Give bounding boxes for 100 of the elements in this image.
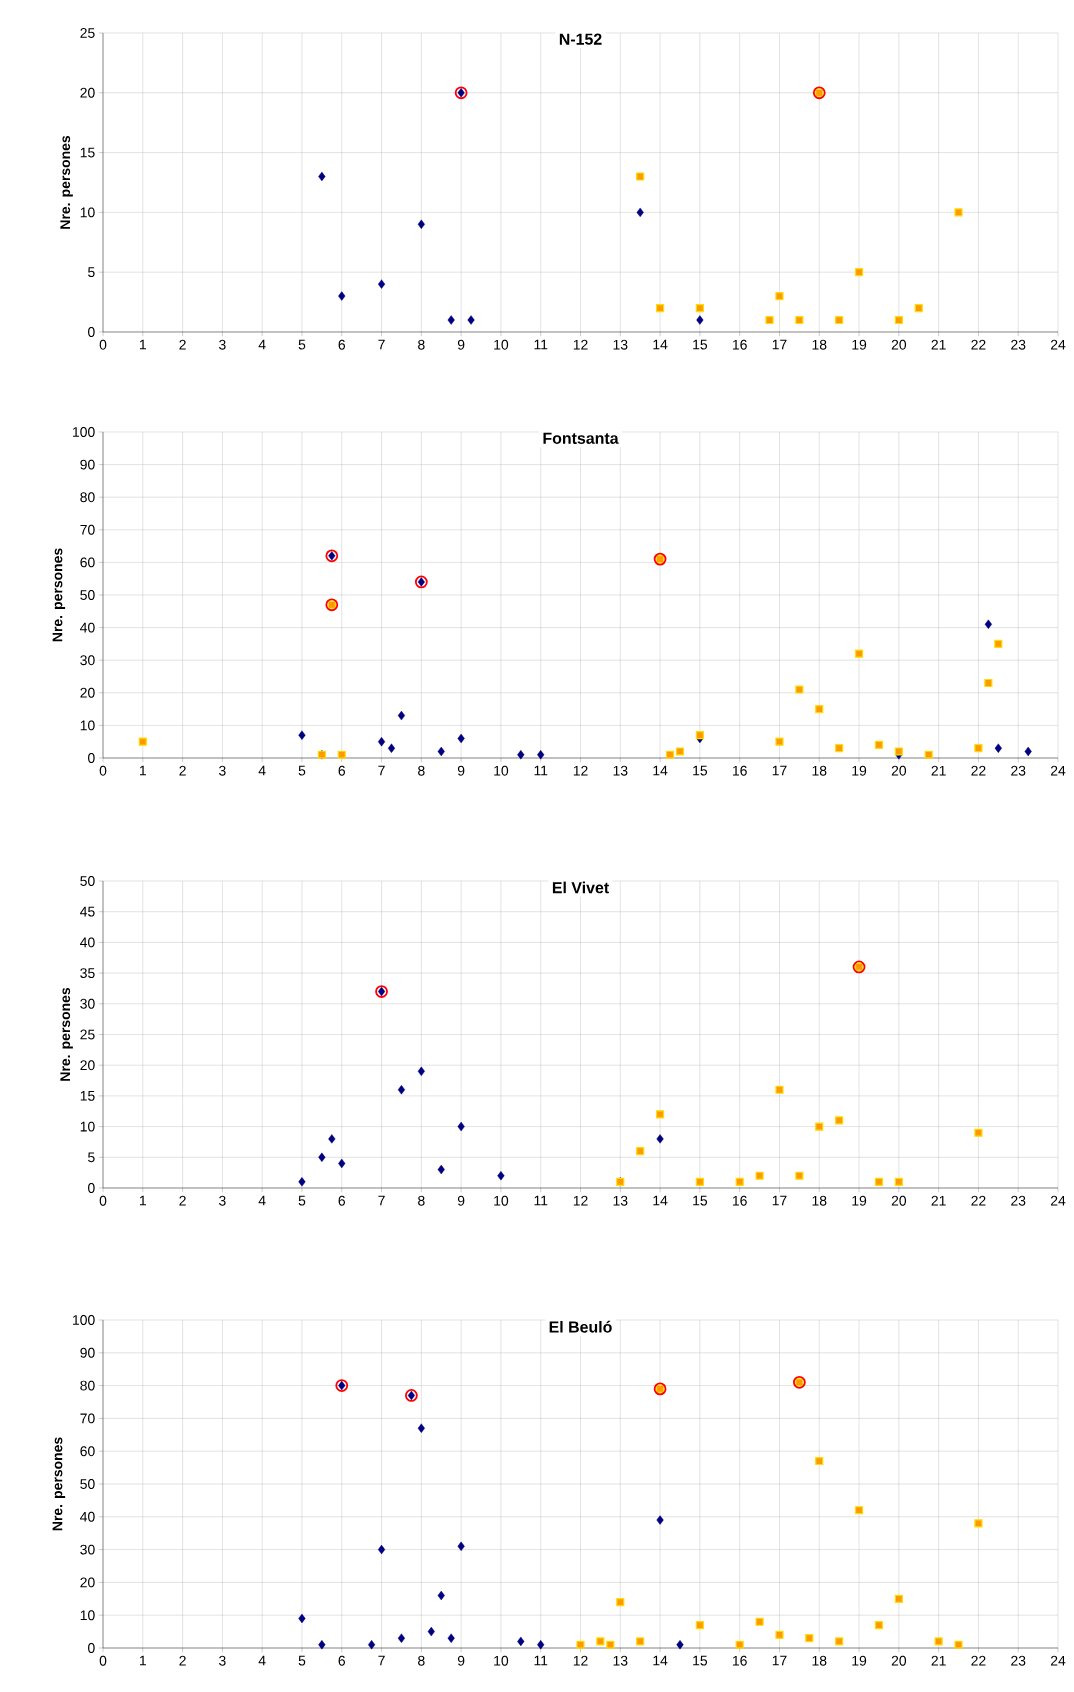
y-tick-label: 30 (80, 655, 95, 666)
x-tick-label: 15 (693, 1655, 708, 1666)
x-tick-label: 13 (613, 339, 628, 350)
x-tick-label: 0 (99, 1195, 107, 1206)
point (397, 1633, 405, 1643)
point (656, 1515, 664, 1525)
x-tick-label: 17 (772, 339, 787, 350)
x-tick-label: 18 (812, 1655, 827, 1666)
point (696, 315, 704, 325)
x-tick-label: 10 (494, 339, 509, 350)
x-tick-label: 1 (139, 1655, 146, 1666)
point (854, 649, 864, 658)
x-tick-label: 19 (852, 1655, 867, 1666)
point (695, 1620, 704, 1630)
point (437, 1590, 445, 1601)
y-tick-label: 25 (80, 1029, 95, 1040)
x-tick-label: 21 (931, 339, 946, 350)
y-axis-title: Nre. persones (60, 987, 73, 1081)
y-axis-title: Nre. persones (60, 135, 73, 229)
x-tick-label: 8 (418, 1195, 425, 1206)
x-tick-label: 0 (99, 765, 107, 776)
point (735, 1640, 744, 1649)
x-tick-label: 15 (693, 765, 708, 776)
point (497, 1171, 505, 1181)
point (447, 315, 455, 325)
point (537, 1640, 545, 1650)
point (616, 1597, 625, 1607)
point (636, 172, 645, 181)
x-tick-label: 17 (772, 1195, 787, 1206)
x-tick-label: 24 (1050, 1195, 1066, 1206)
y-tick-label: 15 (80, 147, 95, 158)
y-tick-label: 10 (80, 1121, 95, 1132)
x-tick-label: 0 (99, 339, 107, 350)
x-tick-label: 20 (891, 1195, 907, 1206)
x-tick-label: 6 (338, 1655, 346, 1666)
x-tick-label: 24 (1050, 765, 1066, 776)
x-tick-label: 19 (852, 1195, 867, 1206)
x-tick-label: 3 (219, 339, 226, 350)
point (576, 1640, 585, 1649)
x-tick-label: 2 (179, 1195, 186, 1206)
x-tick-label: 11 (534, 1195, 548, 1206)
point (695, 1177, 704, 1186)
point (138, 737, 147, 746)
x-tick-label: 3 (219, 1655, 226, 1666)
point (397, 1085, 405, 1095)
point (328, 1134, 336, 1144)
x-tick-label: 18 (812, 1195, 827, 1206)
x-tick-label: 20 (891, 1655, 907, 1666)
x-tick-label: 9 (457, 765, 465, 776)
y-tick-label: 60 (80, 1446, 95, 1457)
x-tick-label: 19 (852, 765, 867, 776)
point (457, 733, 465, 744)
x-tick-label: 4 (258, 1655, 266, 1666)
point (517, 1636, 525, 1647)
y-tick-label: 0 (88, 1643, 95, 1653)
point (835, 1637, 844, 1646)
point (795, 685, 804, 694)
y-tick-label: 40 (80, 622, 95, 633)
x-tick-label: 10 (494, 1195, 509, 1206)
x-tick-label: 17 (772, 765, 787, 776)
point (775, 737, 784, 746)
x-tick-label: 5 (298, 339, 306, 350)
x-tick-label: 6 (338, 339, 346, 350)
x-tick-label: 9 (457, 1195, 465, 1206)
x-tick-label: 21 (931, 1655, 946, 1666)
x-tick-label: 2 (179, 1655, 186, 1666)
point (377, 279, 386, 289)
x-tick-label: 22 (971, 339, 986, 350)
point (934, 1637, 943, 1646)
y-tick-label: 60 (80, 557, 95, 568)
x-tick-label: 21 (931, 1195, 946, 1206)
x-tick-label: 13 (613, 765, 628, 776)
x-tick-label: 23 (1011, 1195, 1026, 1206)
point (735, 1177, 744, 1186)
x-tick-label: 14 (653, 1655, 668, 1666)
x-tick-label: 13 (613, 1655, 628, 1666)
y-tick-label: 0 (88, 753, 95, 763)
chart-title: El Beuló (549, 1320, 612, 1333)
x-tick-label: 8 (418, 765, 425, 776)
x-tick-label: 16 (732, 1655, 747, 1666)
x-tick-label: 1 (139, 1195, 146, 1206)
point (755, 1171, 764, 1180)
point (417, 1423, 425, 1433)
point (974, 744, 983, 753)
x-tick-label: 18 (812, 765, 827, 776)
point (338, 1158, 346, 1169)
x-tick-label: 12 (573, 339, 588, 350)
point (795, 1171, 804, 1180)
y-tick-label: 30 (80, 1544, 95, 1555)
point (636, 1637, 645, 1646)
point (337, 750, 346, 759)
y-tick-label: 20 (80, 1577, 95, 1588)
point (318, 1640, 326, 1650)
x-tick-label: 1 (139, 339, 146, 350)
x-tick-label: 11 (534, 765, 548, 776)
point (596, 1637, 605, 1646)
x-tick-label: 8 (418, 1655, 425, 1666)
point (974, 1128, 983, 1137)
x-tick-label: 12 (573, 1655, 588, 1666)
point (298, 1613, 306, 1624)
